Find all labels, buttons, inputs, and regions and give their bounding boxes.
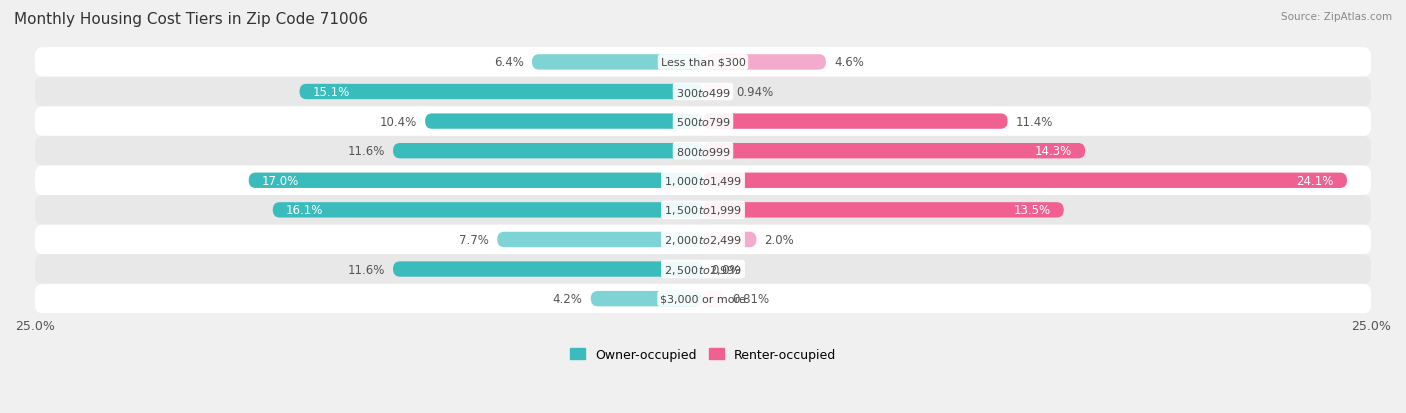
FancyBboxPatch shape [531, 55, 703, 71]
FancyBboxPatch shape [591, 291, 703, 306]
Text: 15.1%: 15.1% [314, 86, 350, 99]
Text: 11.6%: 11.6% [347, 263, 385, 276]
Text: 0.81%: 0.81% [733, 292, 770, 305]
FancyBboxPatch shape [299, 85, 703, 100]
FancyBboxPatch shape [703, 291, 724, 306]
FancyBboxPatch shape [703, 114, 1008, 129]
Legend: Owner-occupied, Renter-occupied: Owner-occupied, Renter-occupied [565, 343, 841, 366]
Text: 4.2%: 4.2% [553, 292, 582, 305]
Text: $500 to $799: $500 to $799 [675, 116, 731, 128]
Text: Less than $300: Less than $300 [661, 58, 745, 68]
Text: 11.6%: 11.6% [347, 145, 385, 158]
Text: Source: ZipAtlas.com: Source: ZipAtlas.com [1281, 12, 1392, 22]
Text: $2,000 to $2,499: $2,000 to $2,499 [664, 233, 742, 246]
Text: 0.0%: 0.0% [711, 263, 741, 276]
FancyBboxPatch shape [425, 114, 703, 129]
FancyBboxPatch shape [35, 284, 1371, 313]
FancyBboxPatch shape [703, 144, 1085, 159]
FancyBboxPatch shape [498, 232, 703, 247]
Text: 11.4%: 11.4% [1015, 115, 1053, 128]
FancyBboxPatch shape [703, 203, 1064, 218]
Text: $300 to $499: $300 to $499 [675, 86, 731, 98]
Text: $3,000 or more: $3,000 or more [661, 294, 745, 304]
Text: 2.0%: 2.0% [765, 233, 794, 246]
FancyBboxPatch shape [394, 262, 703, 277]
FancyBboxPatch shape [703, 85, 728, 100]
Text: 10.4%: 10.4% [380, 115, 418, 128]
Text: 6.4%: 6.4% [494, 56, 524, 69]
FancyBboxPatch shape [249, 173, 703, 188]
FancyBboxPatch shape [35, 225, 1371, 255]
Text: $2,500 to $2,999: $2,500 to $2,999 [664, 263, 742, 276]
FancyBboxPatch shape [394, 144, 703, 159]
FancyBboxPatch shape [35, 107, 1371, 137]
FancyBboxPatch shape [35, 196, 1371, 225]
FancyBboxPatch shape [703, 232, 756, 247]
FancyBboxPatch shape [35, 255, 1371, 284]
Text: $800 to $999: $800 to $999 [675, 145, 731, 157]
FancyBboxPatch shape [35, 78, 1371, 107]
Text: Monthly Housing Cost Tiers in Zip Code 71006: Monthly Housing Cost Tiers in Zip Code 7… [14, 12, 368, 27]
Text: 7.7%: 7.7% [460, 233, 489, 246]
Text: 14.3%: 14.3% [1035, 145, 1071, 158]
Text: 0.94%: 0.94% [737, 86, 773, 99]
FancyBboxPatch shape [35, 48, 1371, 78]
Text: 24.1%: 24.1% [1296, 174, 1334, 188]
Text: 4.6%: 4.6% [834, 56, 863, 69]
Text: 16.1%: 16.1% [287, 204, 323, 217]
FancyBboxPatch shape [703, 173, 1347, 188]
Text: 17.0%: 17.0% [262, 174, 299, 188]
Text: $1,000 to $1,499: $1,000 to $1,499 [664, 174, 742, 188]
FancyBboxPatch shape [35, 137, 1371, 166]
Text: 13.5%: 13.5% [1014, 204, 1050, 217]
FancyBboxPatch shape [273, 203, 703, 218]
Text: $1,500 to $1,999: $1,500 to $1,999 [664, 204, 742, 217]
FancyBboxPatch shape [35, 166, 1371, 196]
FancyBboxPatch shape [703, 55, 825, 71]
